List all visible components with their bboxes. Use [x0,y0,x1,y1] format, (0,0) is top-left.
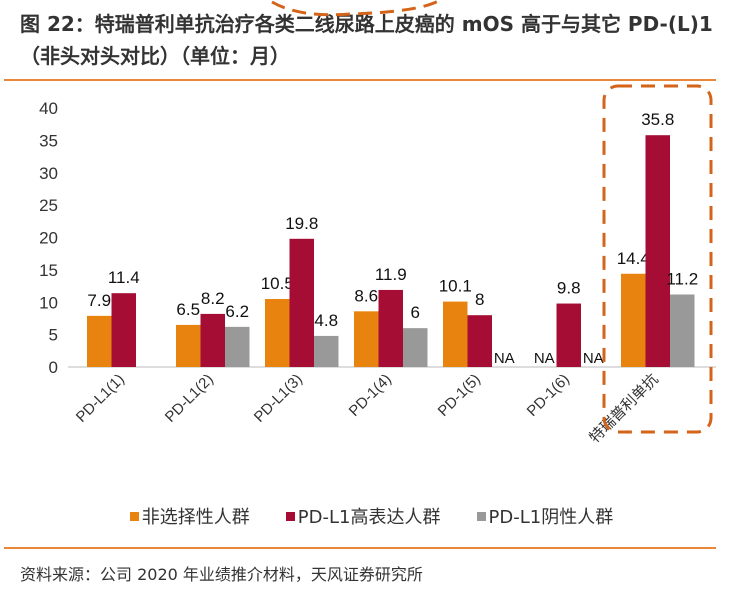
y-tick-label: 0 [49,358,58,377]
legend-swatch [285,511,295,521]
x-tick-label: PD-L1(1) [73,371,128,426]
data-label: NA [583,350,604,367]
bar [289,238,314,367]
bar [670,294,695,367]
bar [556,303,581,367]
legend-label: 非选择性人群 [141,507,250,528]
x-tick-label: PD-1(5) [435,371,484,420]
source-note: 资料来源：公司 2020 年业绩推介材料，天风证券研究所 [20,565,423,584]
legend-item: PD-L1阴性人群 [476,503,614,529]
bar [111,293,136,367]
y-tick-label: 10 [39,293,58,312]
data-label: 14.4 [617,249,650,268]
data-label: 11.9 [375,265,407,284]
bar [403,328,428,367]
y-tick-label: 5 [49,326,58,345]
data-label: NA [494,350,515,367]
legend-label: PD-L1阴性人群 [488,507,614,528]
legend-item: PD-L1高表达人群 [285,503,441,529]
data-label: 4.8 [314,311,338,330]
highlight-box [602,84,713,434]
data-label: 6.2 [225,302,249,321]
bar [200,313,225,367]
bar [443,301,468,367]
data-label: 8.2 [201,289,225,308]
bar [467,315,492,367]
bar [265,299,290,367]
bar [87,315,112,367]
data-label: 9.8 [557,279,581,298]
bar [314,335,339,367]
source-rule [4,547,716,549]
bar [225,326,250,367]
legend-label: PD-L1高表达人群 [297,507,441,528]
data-label: 8.6 [354,286,378,305]
data-label: 8 [475,290,484,309]
bar [176,324,201,367]
legend: 非选择性人群 PD-L1高表达人群 PD-L1阴性人群 [0,503,743,529]
bar [645,135,670,367]
data-label: 19.8 [285,214,318,233]
legend-swatch [129,511,139,521]
data-label: 11.2 [666,269,698,288]
x-tick-label: PD-1(4) [346,371,395,420]
x-tick-label: PD-L1(2) [162,371,217,426]
data-label: 7.9 [87,291,111,310]
data-label: 10.5 [261,274,294,293]
data-label: 10.1 [439,277,472,296]
x-tick-label: 特瑞普利单抗 [586,371,662,447]
x-tick-label: PD-L1(3) [251,371,306,426]
y-tick-label: 30 [39,164,58,183]
bar [354,311,379,367]
data-label: 6.5 [176,300,200,319]
data-label: 11.4 [108,268,140,287]
data-label: 6 [411,303,420,322]
legend-item: 非选择性人群 [129,503,250,529]
bar [621,273,646,367]
y-tick-label: 25 [39,196,58,215]
x-tick-label: PD-1(6) [524,371,573,420]
y-tick-label: 15 [39,261,58,280]
y-tick-label: 35 [39,131,58,150]
bar-chart: 0 5 10 15 20 25 30 35 40 7.9 11.4 PD-L1(1) 6.58.26.2… [39,0,716,447]
data-label: 35.8 [641,110,674,129]
figure-title: 图 22：特瑞普利单抗治疗各类二线尿路上皮癌的 mOS 高于与其它 PD-(L)… [20,12,713,68]
data-label: NA [534,350,555,367]
highlight-arc-fragment [271,0,441,17]
bar [378,289,403,367]
legend-swatch [476,511,486,521]
y-tick-label: 40 [39,99,58,118]
y-tick-label: 20 [39,229,58,248]
title-rule [4,79,716,81]
